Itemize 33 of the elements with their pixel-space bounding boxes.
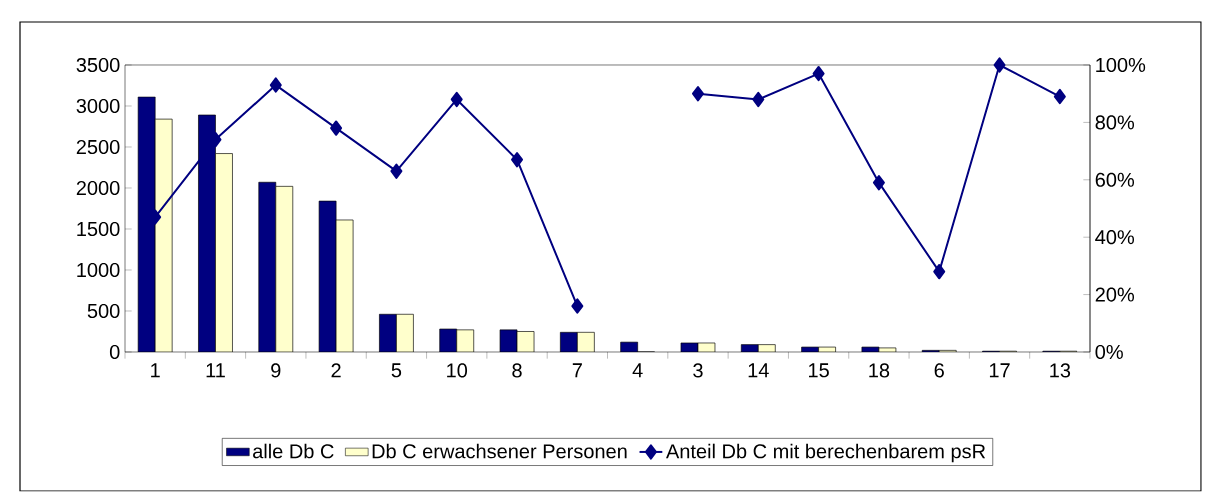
y-tick-label: 2500 bbox=[76, 140, 120, 155]
x-tick-label: 5 bbox=[391, 363, 402, 378]
legend-label: Db C erwachsener Personen bbox=[372, 443, 627, 459]
x-tick-label: 1 bbox=[151, 363, 160, 378]
x-tick-label: 18 bbox=[869, 363, 890, 378]
x-tick-label: 7 bbox=[572, 363, 582, 378]
y2-tick-label: 40% bbox=[1095, 230, 1135, 245]
y2-tick-label: 0% bbox=[1095, 345, 1123, 360]
y-tick-label: 0 bbox=[109, 345, 120, 360]
y-tick-label: 1000 bbox=[77, 263, 120, 278]
y2-tick-label: 20% bbox=[1095, 287, 1135, 302]
y-tick-label: 500 bbox=[87, 304, 120, 319]
x-tick-label: 14 bbox=[748, 363, 769, 378]
x-tick-label: 4 bbox=[632, 363, 643, 378]
x-tick-label: 8 bbox=[512, 363, 522, 378]
x-tick-label: 6 bbox=[934, 363, 944, 378]
y2-tick-label: 100% bbox=[1096, 58, 1146, 73]
legend-label: Anteil Db C mit berechenbarem psR bbox=[666, 443, 986, 463]
x-tick-label: 10 bbox=[447, 363, 468, 378]
legend-label: alle Db C bbox=[253, 443, 334, 459]
x-tick-label: 11 bbox=[206, 363, 225, 378]
y-tick-label: 2000 bbox=[76, 181, 120, 196]
x-tick-label: 13 bbox=[1050, 363, 1071, 378]
y-tick-label: 3500 bbox=[76, 58, 120, 73]
x-tick-label: 2 bbox=[331, 363, 341, 378]
y-tick-label: 1500 bbox=[77, 222, 120, 237]
x-tick-label: 15 bbox=[809, 363, 829, 378]
y2-tick-label: 80% bbox=[1095, 115, 1135, 130]
x-tick-label: 9 bbox=[271, 363, 281, 378]
x-tick-label: 3 bbox=[693, 363, 703, 378]
y2-tick-label: 60% bbox=[1095, 172, 1135, 188]
x-tick-label: 17 bbox=[989, 363, 1010, 378]
y-tick-label: 3000 bbox=[76, 99, 120, 114]
